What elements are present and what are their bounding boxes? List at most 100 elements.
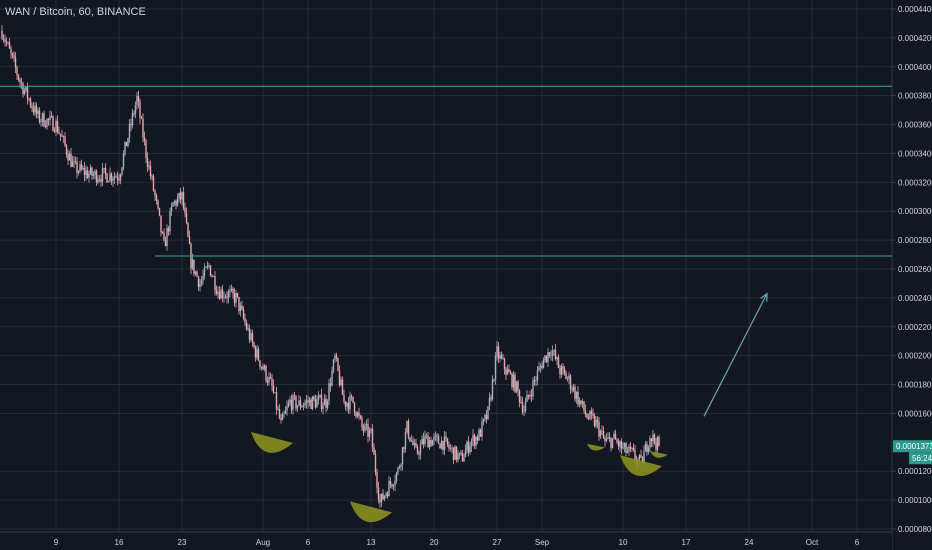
candle-body bbox=[530, 395, 533, 397]
candle-body bbox=[43, 113, 45, 127]
candle-body bbox=[26, 86, 29, 99]
candle-body bbox=[482, 419, 485, 422]
bottom-highlight-shape[interactable] bbox=[251, 432, 293, 453]
candle-body bbox=[224, 296, 227, 298]
candle-body bbox=[38, 110, 41, 122]
candle-body bbox=[473, 434, 476, 446]
candle-body bbox=[604, 437, 606, 441]
candle-body bbox=[85, 170, 87, 176]
candle-body bbox=[488, 397, 491, 407]
candle-body bbox=[326, 401, 329, 408]
candle-body bbox=[533, 380, 536, 382]
candle-body bbox=[325, 398, 327, 408]
candle-body bbox=[125, 141, 128, 147]
candle-body bbox=[11, 53, 14, 56]
candle-body bbox=[274, 392, 276, 394]
candle-body bbox=[245, 322, 248, 330]
bottom-highlight-shape[interactable] bbox=[350, 501, 392, 523]
candle-body bbox=[130, 123, 132, 126]
candle-body bbox=[259, 360, 261, 367]
candle-body bbox=[4, 39, 6, 42]
candle-body bbox=[572, 386, 575, 391]
candle-body bbox=[314, 399, 317, 408]
trend-arrow[interactable] bbox=[703, 292, 768, 417]
candle-body bbox=[98, 179, 101, 181]
candle-body bbox=[403, 447, 405, 449]
vertical-grid bbox=[55, 0, 858, 532]
candle-body bbox=[634, 449, 636, 460]
last-price-tag-box bbox=[893, 440, 932, 453]
candle-body bbox=[191, 259, 194, 269]
candle-body bbox=[395, 472, 398, 481]
candle-body bbox=[76, 161, 78, 174]
candle-body bbox=[211, 276, 213, 277]
candle-body bbox=[619, 441, 621, 447]
candle-body bbox=[238, 296, 240, 312]
candle-body bbox=[356, 412, 359, 417]
candle-body bbox=[80, 164, 83, 170]
candle-body bbox=[547, 352, 549, 362]
candle-body bbox=[67, 154, 69, 161]
candle-body bbox=[208, 265, 210, 267]
candle-body bbox=[235, 292, 237, 303]
time-tick-label: 16 bbox=[115, 538, 124, 547]
candle-body bbox=[25, 86, 27, 91]
candle-body bbox=[545, 355, 548, 362]
candle-body bbox=[55, 120, 57, 132]
candle-body bbox=[538, 366, 540, 371]
candle-body bbox=[302, 405, 305, 407]
candle-body bbox=[175, 201, 177, 206]
horizontal-lines[interactable] bbox=[0, 85, 892, 257]
time-axis-background[interactable] bbox=[0, 532, 892, 550]
candle-body bbox=[128, 123, 131, 139]
bottom-highlight-shape[interactable] bbox=[650, 451, 668, 458]
candle-body bbox=[239, 305, 242, 312]
candle-body bbox=[527, 394, 530, 397]
candle-body bbox=[349, 395, 351, 410]
highlight-shapes[interactable] bbox=[251, 432, 668, 523]
candle-body bbox=[491, 379, 494, 400]
candle-body bbox=[217, 292, 219, 294]
last-price-value: 0.0001373 bbox=[896, 442, 932, 451]
candle-body bbox=[332, 359, 335, 372]
candle-body bbox=[215, 290, 218, 294]
candle-body bbox=[134, 105, 137, 114]
candle-body bbox=[44, 126, 47, 128]
candle-body bbox=[118, 179, 120, 181]
candle-body bbox=[352, 396, 354, 403]
candle-body bbox=[5, 41, 8, 43]
candle-body bbox=[485, 414, 488, 420]
candle-body bbox=[119, 174, 122, 181]
candle-body bbox=[218, 292, 221, 299]
candle-body bbox=[101, 168, 104, 182]
candle-body bbox=[388, 480, 390, 497]
candle-body bbox=[640, 455, 642, 457]
candle-body bbox=[569, 375, 572, 390]
candle-body bbox=[284, 410, 287, 414]
candle-body bbox=[95, 171, 98, 183]
candle-body bbox=[71, 161, 74, 167]
candle-body bbox=[443, 436, 446, 451]
candle-body bbox=[242, 309, 245, 318]
candle-body bbox=[577, 391, 579, 405]
trend-arrow-head[interactable] bbox=[760, 292, 768, 302]
candle-body bbox=[568, 375, 570, 379]
candle-body bbox=[112, 179, 114, 181]
candle-body bbox=[50, 116, 53, 117]
candle-body bbox=[379, 499, 381, 503]
candle-body bbox=[631, 447, 633, 449]
bottom-highlight-shape[interactable] bbox=[620, 455, 662, 476]
candle-body bbox=[188, 236, 191, 244]
trend-arrow-line[interactable] bbox=[703, 293, 768, 417]
bottom-highlight-shape[interactable] bbox=[587, 443, 605, 451]
candle-body bbox=[301, 406, 303, 408]
candle-body bbox=[652, 434, 654, 442]
candle-body bbox=[589, 411, 591, 419]
